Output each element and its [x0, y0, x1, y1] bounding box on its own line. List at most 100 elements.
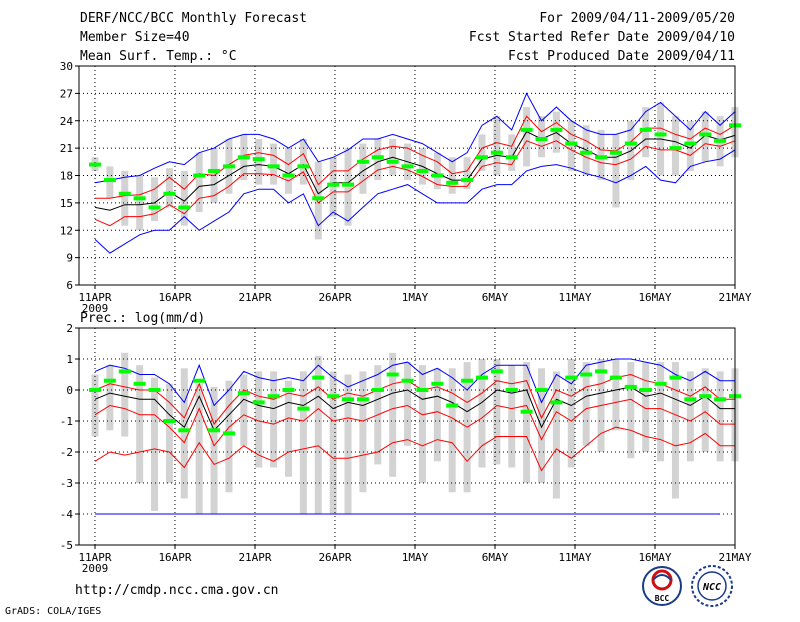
spread-box [359, 143, 367, 194]
spread-box [255, 139, 263, 185]
spread-box [433, 368, 441, 462]
observation-mark [252, 157, 265, 162]
spread-box [344, 148, 352, 226]
series-upper-blue [94, 358, 735, 407]
spread-box [478, 359, 486, 468]
observation-mark [609, 375, 622, 380]
observation-mark [148, 205, 161, 210]
grads-credit: GrADS: COLA/IGES [5, 606, 101, 617]
figure-title: DERF/NCC/BCC Monthly Forecast [80, 11, 307, 26]
observation-mark [237, 391, 250, 396]
spread-box [701, 368, 709, 452]
observation-mark [401, 378, 414, 383]
spread-box [270, 143, 278, 185]
series-lower-red-2 [94, 426, 735, 472]
observation-mark [237, 155, 250, 160]
observation-mark [505, 155, 518, 160]
observation-mark [684, 397, 697, 402]
observation-mark [416, 388, 429, 392]
spread-box [121, 170, 129, 226]
observation-mark [327, 394, 340, 399]
observation-mark [148, 388, 161, 392]
spread-box [106, 365, 114, 431]
series-ensemble-mean [94, 131, 736, 211]
spread-box [299, 371, 307, 514]
precipitation-chart: 2 1 0 -1 -2 -3 -4 -5 11APR 16APR 21APR 26APR 1MAY 6MA… [60, 322, 752, 575]
observation-mark [699, 394, 712, 399]
y-tick-label: 15 [60, 197, 73, 210]
observation-mark [550, 400, 563, 405]
observation-mark [535, 137, 548, 141]
x-tick-label: 21APR [238, 291, 271, 304]
observation-mark [505, 388, 518, 392]
footer-url[interactable]: http://cmdp.ncc.cma.gov.cn [75, 583, 279, 598]
observation-mark [342, 182, 355, 187]
observation-mark [312, 196, 325, 201]
observation-mark [163, 191, 176, 196]
observation-mark [684, 141, 697, 146]
spread-box [374, 139, 382, 181]
observation-mark [654, 381, 667, 386]
observation-mark [386, 372, 399, 377]
observation-mark [282, 173, 295, 178]
ncc-logo-text: NCC [702, 582, 721, 593]
spread-box [538, 368, 546, 483]
observation-mark [222, 164, 235, 169]
temperature-chart: 30 27 24 21 18 15 12 9 6 11APR 16APR 21APR 26APR 1MAY… [60, 60, 752, 315]
member-size-label: Member Size=40 [80, 30, 190, 45]
observation-mark [475, 155, 488, 160]
spread-box [284, 380, 292, 477]
observation-mark [446, 180, 459, 185]
y-tick-label: 6 [66, 279, 73, 292]
y-tick-label: -4 [60, 508, 74, 521]
spread-box [567, 120, 575, 171]
x-tick-label: 21APR [238, 551, 271, 564]
spread-box [180, 170, 188, 226]
spread-box [493, 359, 501, 465]
observation-mark [356, 159, 369, 164]
observation-mark [624, 384, 637, 389]
y-tick-label: 2 [66, 322, 73, 335]
observation-mark [371, 155, 384, 160]
spread-box [91, 374, 99, 437]
observation-mark [565, 375, 578, 380]
spread-box [642, 107, 650, 158]
year-label: 2009 [82, 562, 109, 575]
spread-box [314, 161, 322, 240]
spread-box [195, 383, 203, 514]
observation-mark [461, 178, 474, 183]
spread-box [299, 139, 307, 185]
observation-mark [133, 196, 146, 201]
spread-box [597, 129, 605, 181]
spread-box [418, 365, 426, 483]
series-lower-blue [94, 149, 736, 254]
observation-mark [208, 168, 221, 173]
observation-mark [595, 155, 608, 160]
observation-mark [714, 397, 727, 402]
series-lower-red [94, 140, 736, 227]
observation-mark [490, 369, 503, 374]
temp-label: Mean Surf. Temp.: °C [80, 49, 237, 64]
observation-mark [297, 164, 310, 169]
x-tick-label: 16APR [158, 551, 191, 564]
spread-box [567, 359, 575, 468]
observation-mark [178, 428, 191, 433]
observation-mark [490, 150, 503, 155]
bcc-logo-text: BCC [655, 594, 670, 603]
observation-mark [282, 388, 295, 392]
y-tick-label: 24 [60, 115, 74, 128]
spread-box [106, 166, 114, 199]
y-tick-label: -1 [60, 415, 73, 428]
x-tick-label: 26APR [318, 291, 351, 304]
y-tick-label: 0 [66, 384, 73, 397]
observation-mark [103, 178, 116, 183]
observation-mark [580, 372, 593, 377]
refer-date-label: Fcst Started Refer Date 2009/04/10 [469, 30, 735, 45]
observation-mark [222, 431, 235, 436]
x-tick-label: 16MAY [638, 551, 671, 564]
spread-box [552, 371, 560, 499]
spread-box [657, 362, 665, 462]
spread-box [389, 352, 397, 477]
observation-mark [193, 378, 206, 383]
